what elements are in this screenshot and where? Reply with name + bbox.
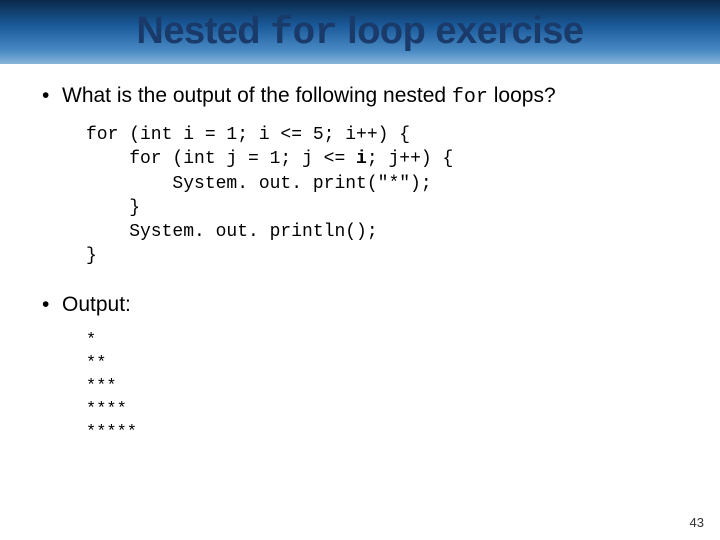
page-number: 43 [690,515,704,530]
title-part-1: Nested [136,10,270,52]
bullet-output-label: Output: [42,291,690,318]
slide: Nested for loop exercise What is the out… [0,0,720,540]
bullet-1-prefix: What is the output of the following nest… [62,84,452,107]
code-block: for (int i = 1; i <= 5; i++) { for (int … [86,123,690,269]
bullet-list: What is the output of the following nest… [42,82,690,111]
content-area: What is the output of the following nest… [0,64,720,445]
bullet-1-mono: for [452,86,488,109]
title-part-3: loop exercise [337,10,583,52]
output-block: * ** *** **** ***** [86,330,690,445]
bullet-list-2: Output: [42,291,690,318]
bullet-1-suffix: loops? [488,84,556,107]
slide-title: Nested for loop exercise [0,10,720,55]
title-part-mono: for [270,12,337,55]
bullet-question: What is the output of the following nest… [42,82,690,111]
bullet-2-prefix: Output: [62,293,131,316]
